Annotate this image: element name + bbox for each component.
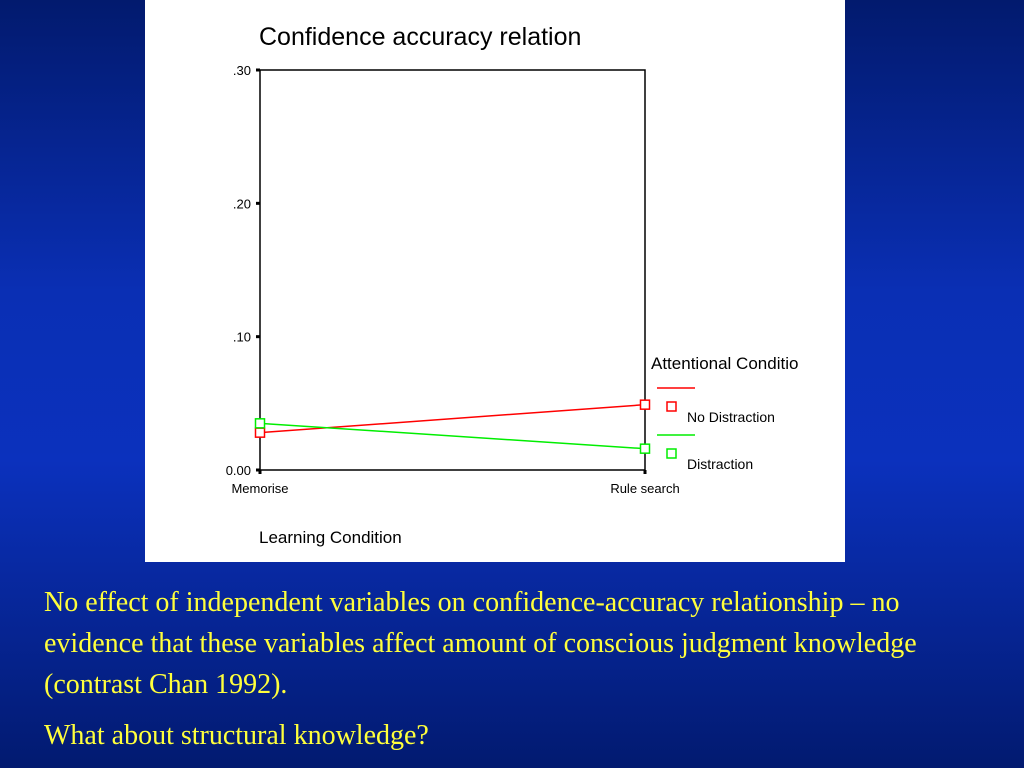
y-tick-label: .20: [233, 196, 251, 211]
x-axis: Memorise Rule search: [231, 470, 680, 496]
y-tick-label: .10: [233, 330, 251, 345]
body-paragraph-2: What about structural knowledge?: [44, 720, 429, 751]
x-axis-label: Learning Condition: [259, 528, 402, 547]
x-tick-label: Memorise: [231, 481, 288, 496]
legend-label: Distraction: [687, 456, 753, 472]
data-point: [254, 418, 266, 429]
x-tick-label: Rule search: [610, 481, 679, 496]
data-point: [254, 427, 266, 438]
data-point: [639, 443, 651, 454]
legend-marker: [666, 448, 677, 459]
legend-label: No Distraction: [687, 409, 775, 425]
legend-title: Attentional Conditio: [651, 354, 798, 373]
series-group: [254, 399, 651, 454]
y-tick-label: 0.00: [226, 463, 251, 478]
body-paragraph-1: No effect of independent variables on co…: [44, 587, 917, 700]
y-tick-label: .30: [233, 63, 251, 78]
slide-body: No effect of independent variables on co…: [44, 582, 984, 766]
y-axis: .30 .20 .10 0.00: [226, 63, 260, 478]
series-line: [259, 403, 646, 434]
plot-frame: [259, 69, 646, 471]
legend: No Distraction Distraction: [657, 387, 775, 472]
chart-title: Confidence accuracy relation: [259, 23, 581, 51]
data-point: [639, 399, 651, 410]
chart-panel: Confidence accuracy relation .30 .20 .10 0.…: [145, 0, 845, 562]
legend-marker: [666, 401, 677, 412]
series-line: [259, 422, 646, 450]
line-chart: Confidence accuracy relation .30 .20 .10 0.…: [226, 23, 799, 547]
